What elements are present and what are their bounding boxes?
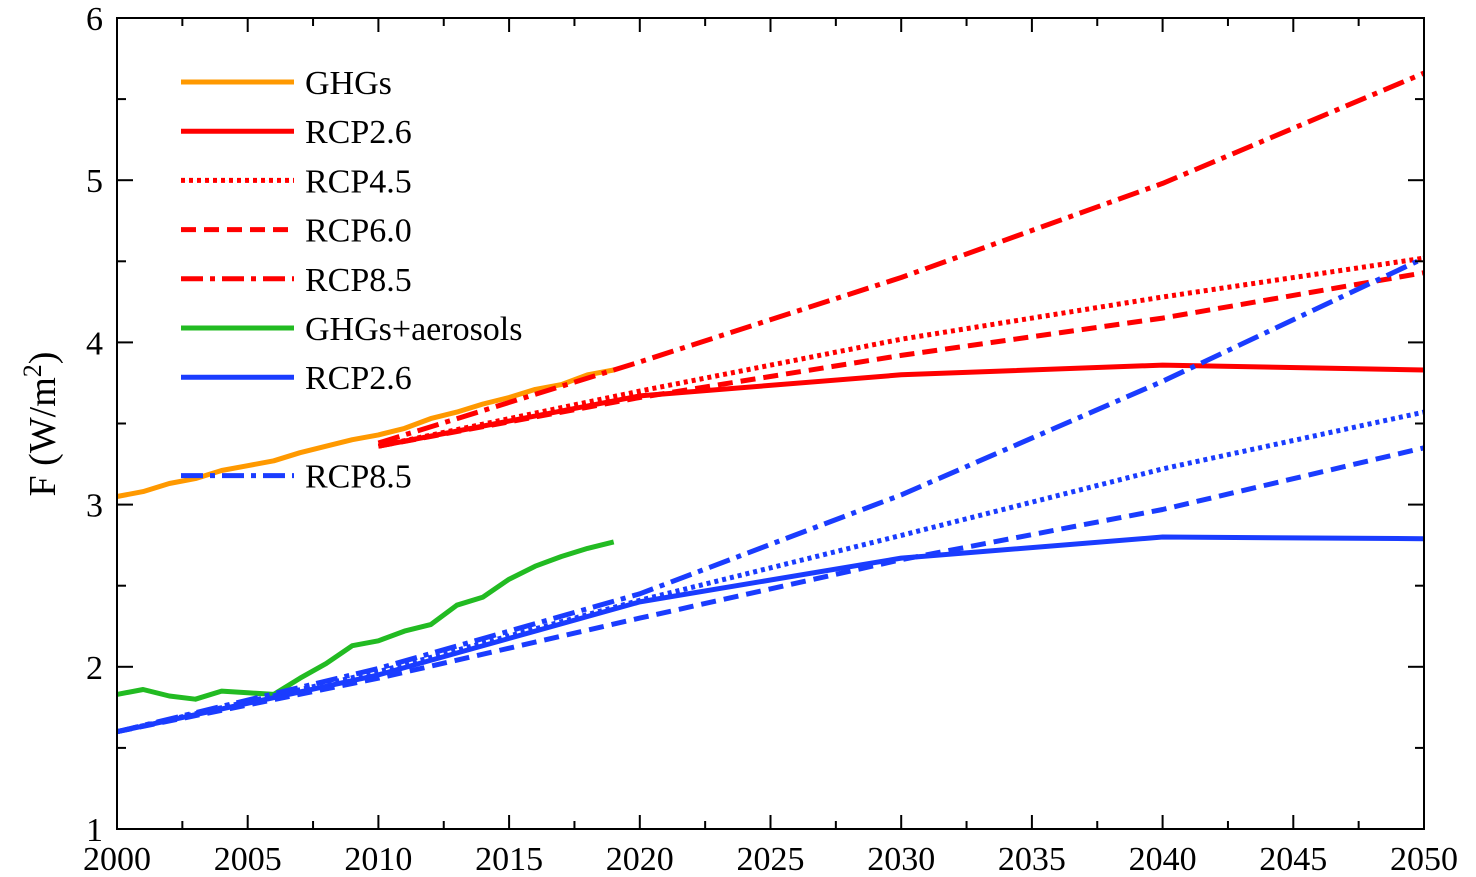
series-line-2 <box>377 255 1425 449</box>
legend-item: RCP6.0 <box>181 213 412 250</box>
y-axis-label: F (W/m2) <box>18 352 64 497</box>
series-line-1 <box>377 362 1425 449</box>
legend-label: RCP8.5 <box>305 459 412 496</box>
legend-label: GHGs+aerosols <box>305 311 522 348</box>
series-line-3 <box>377 270 1425 449</box>
x-tick-label: 2035 <box>998 841 1066 877</box>
legend-label: RCP8.5 <box>305 262 412 299</box>
legend-item: RCP8.5 <box>181 262 412 299</box>
legend-item: RCP2.6 <box>181 360 412 397</box>
series-line-9 <box>116 255 1426 735</box>
legend: GHGs RCP2.6 RCP4.5 RCP6.0 RCP8.5 GHGs+aerosol… <box>181 65 522 496</box>
x-tick-label: 2030 <box>867 841 935 877</box>
y-tick-label: 1 <box>86 812 103 849</box>
x-tick-label: 2050 <box>1390 841 1458 877</box>
x-tick-label: 2020 <box>606 841 674 877</box>
x-tick-label: 2015 <box>475 841 543 877</box>
y-tick-label: 3 <box>86 488 103 525</box>
legend-item: RCP4.5 <box>181 163 412 200</box>
y-tick-label: 5 <box>86 163 103 200</box>
x-tick-label: 2000 <box>83 841 151 877</box>
legend-label: RCP2.6 <box>305 114 412 151</box>
axis-ticks: 2000 2005 2010 2015 2020 2025 2030 2035 2040 2045… <box>83 1 1458 877</box>
legend-label: GHGs <box>305 65 392 102</box>
y-tick-label: 4 <box>86 325 103 362</box>
x-tick-label: 2005 <box>214 841 282 877</box>
y-tick-label: 6 <box>86 1 103 38</box>
series-line-4 <box>377 70 1425 446</box>
series-line-6 <box>116 534 1425 735</box>
legend-label: RCP6.0 <box>305 213 412 250</box>
series-line-5 <box>116 539 615 702</box>
x-tick-label: 2025 <box>737 841 805 877</box>
legend-item: GHGs <box>181 65 392 102</box>
legend-label: RCP2.6 <box>305 360 412 397</box>
legend-label: RCP4.5 <box>305 163 412 200</box>
x-tick-label: 2010 <box>344 841 412 877</box>
series-line-7 <box>116 409 1425 735</box>
y-tick-label: 2 <box>86 650 103 687</box>
legend-item: GHGs+aerosols <box>181 311 522 348</box>
x-tick-label: 2045 <box>1259 841 1327 877</box>
series-layer <box>116 70 1426 735</box>
x-tick-label: 2040 <box>1129 841 1197 877</box>
series-line-8 <box>116 445 1425 735</box>
legend-item: RCP8.5 <box>181 459 412 496</box>
legend-item: RCP2.6 <box>181 114 412 151</box>
